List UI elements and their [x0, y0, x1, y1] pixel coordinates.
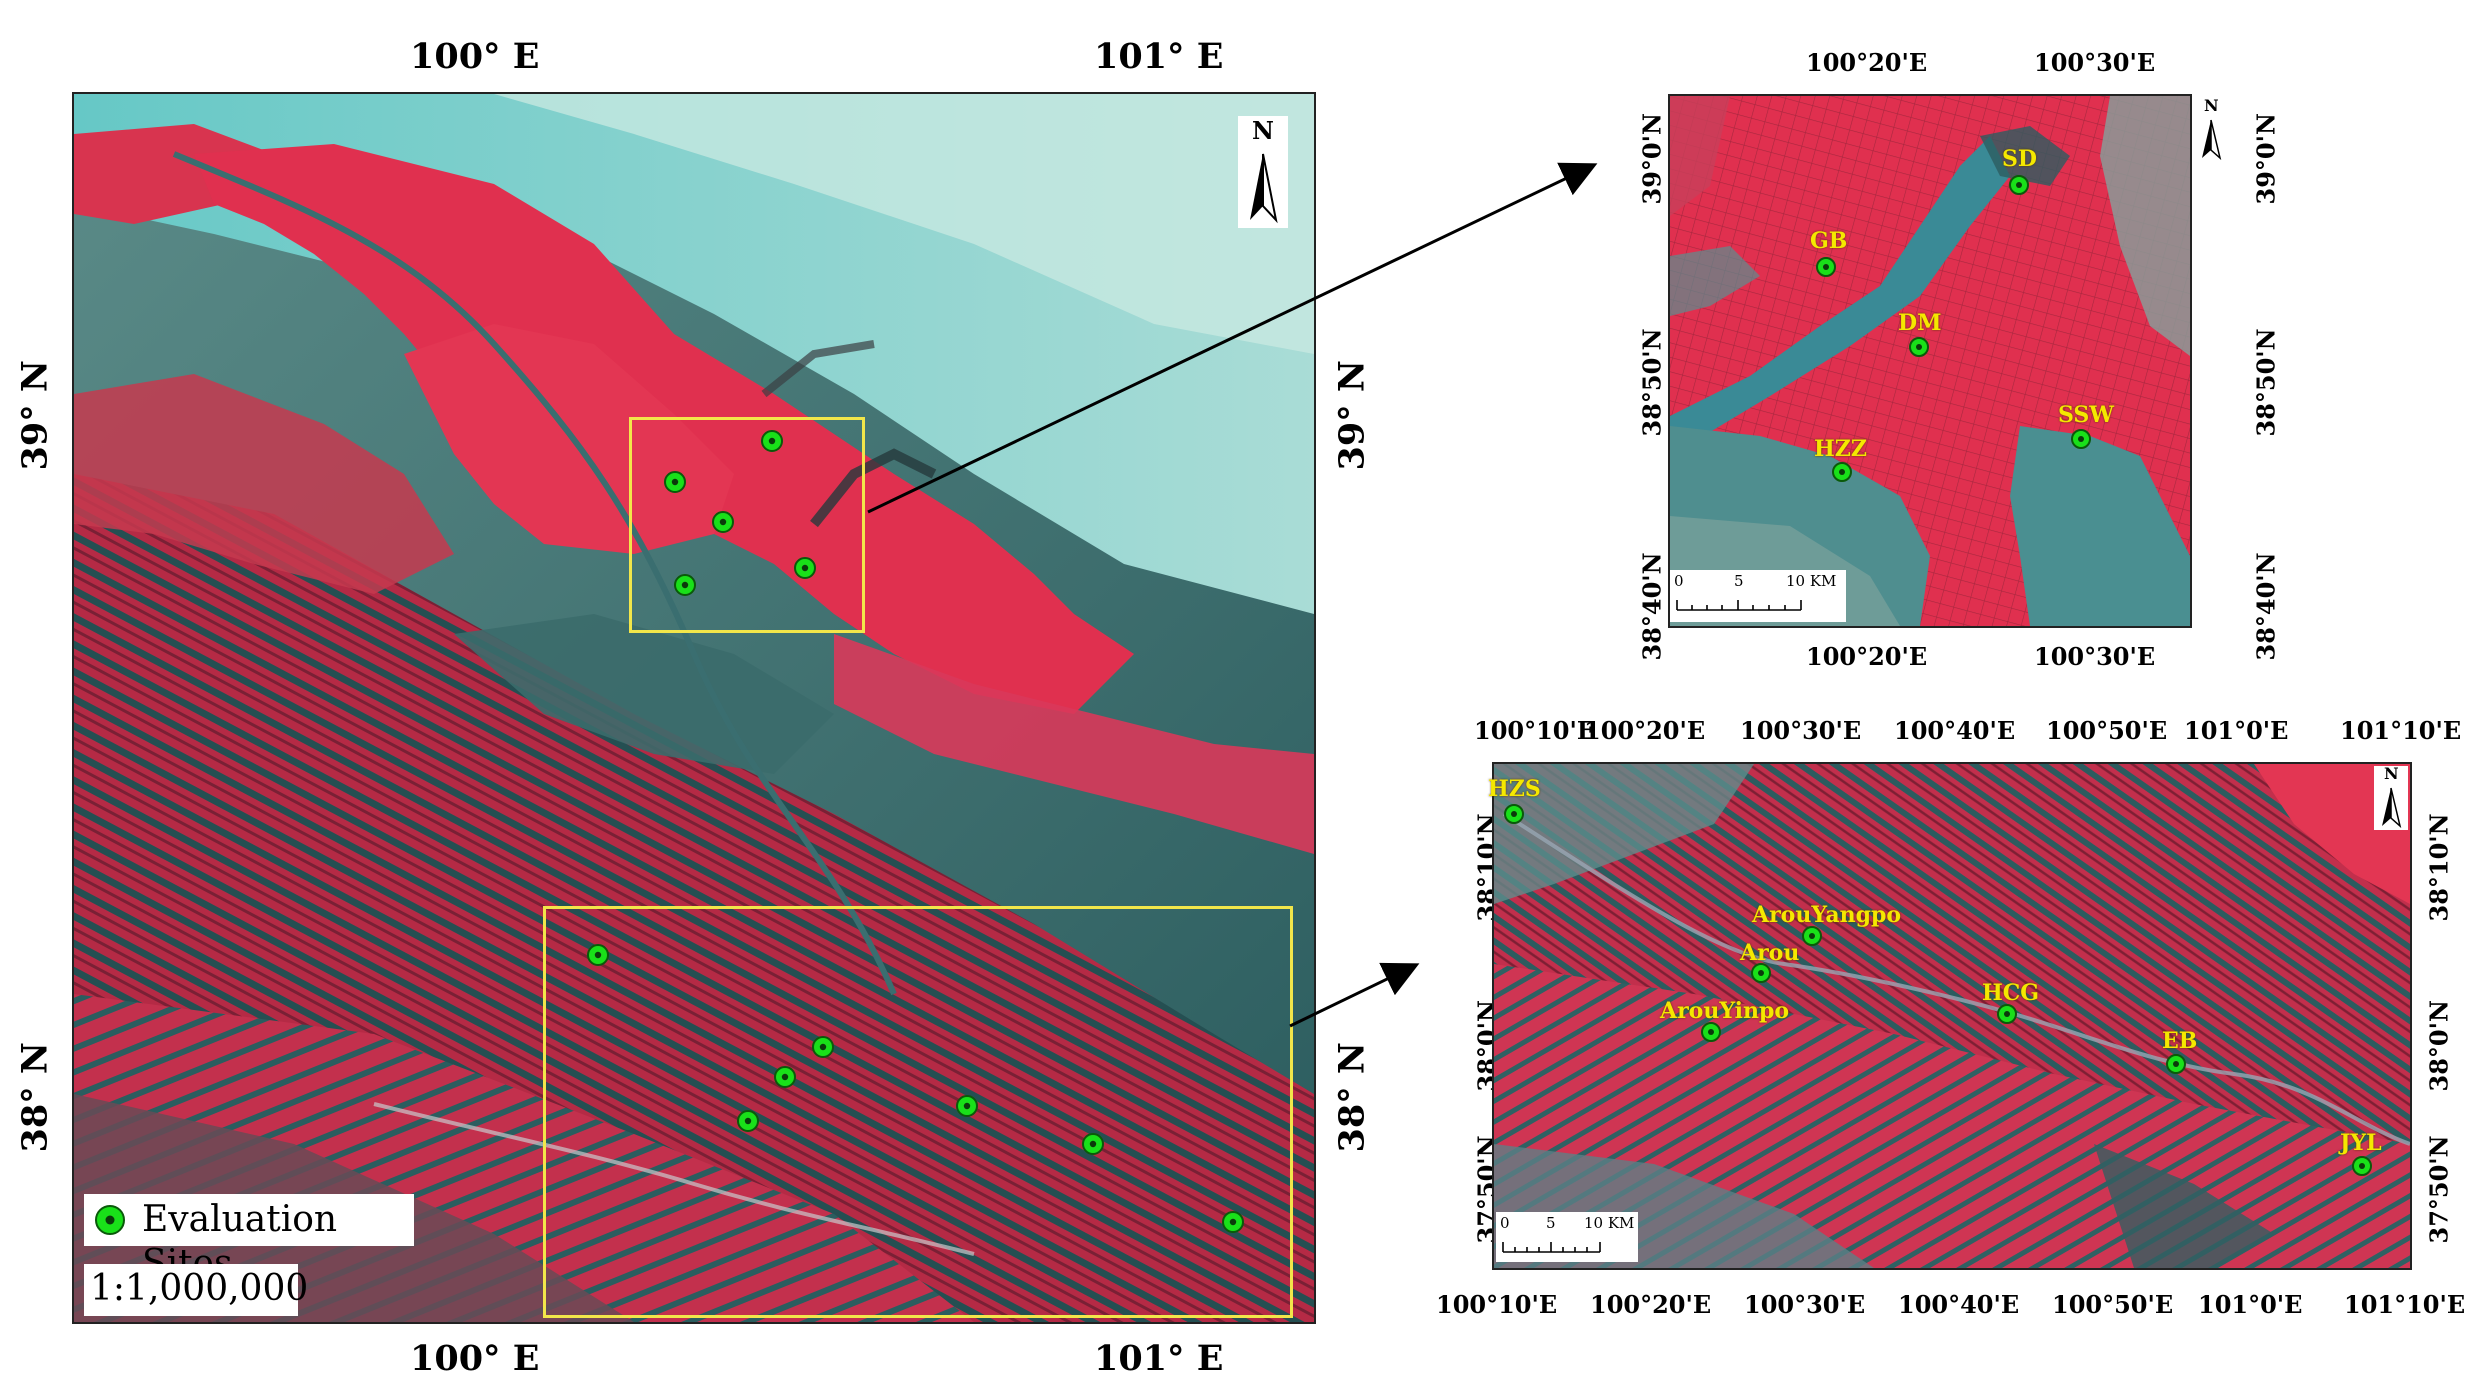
lower-north-arrow-icon: [2374, 766, 2408, 830]
lower-lon-tick-top-6: 101°0'E: [2184, 716, 2289, 745]
upper-lon-tick-top-1: 100°20'E: [1806, 48, 1928, 77]
lower-lat-tick-right-1: 38°10'N: [2424, 813, 2454, 922]
upper-scale-label-5: 5: [1734, 572, 1744, 590]
main-lat-tick-left-1: 39° N: [14, 360, 56, 471]
legend: Evaluation Sites: [84, 1194, 414, 1284]
lower-lon-tick-top-2: 100°20'E: [1584, 716, 1706, 745]
lower-lon-tick-bottom-1: 100°10'E: [1436, 1290, 1558, 1319]
lower-lon-tick-bottom-6: 101°0'E: [2198, 1290, 2303, 1319]
lower-scale-bar: 0 5 10 KM: [1496, 1212, 1638, 1262]
site-label-arouyinpo: ArouYinpo: [1660, 998, 1790, 1024]
lower-lon-tick-bottom-7: 101°10'E: [2344, 1290, 2466, 1319]
upper-terrain-svg: [1670, 96, 2190, 626]
upper-scale-label-0: 0: [1674, 572, 1684, 590]
site-label-hzz: HZZ: [1814, 436, 1867, 462]
upper-lat-tick-right-3: 38°40'N: [2251, 552, 2281, 661]
lower-lat-tick-right-3: 37°50'N: [2424, 1135, 2454, 1244]
lower-lon-tick-bottom-4: 100°40'E: [1898, 1290, 2020, 1319]
site-label-jyl: JYL: [2340, 1130, 2382, 1156]
main-lon-tick-bottom-2: 101° E: [1094, 1338, 1224, 1379]
site-label-sd: SD: [2002, 146, 2037, 172]
lower-study-area-frame: [543, 906, 1293, 1318]
upper-north-label: N: [2204, 96, 2219, 115]
lower-north-label: N: [2384, 764, 2399, 783]
lower-lat-tick-right-2: 38°0'N: [2424, 1000, 2454, 1092]
lower-lon-tick-top-4: 100°40'E: [1894, 716, 2016, 745]
lower-lon-tick-top-1: 100°10'E: [1474, 716, 1596, 745]
lower-lon-tick-bottom-5: 100°50'E: [2052, 1290, 2174, 1319]
upper-lat-tick-right-2: 38°50'N: [2251, 328, 2281, 437]
upper-scale-label-10: 10 KM: [1786, 572, 1837, 590]
main-lon-tick-bottom-1: 100° E: [410, 1338, 540, 1379]
site-label-dm: DM: [1898, 310, 1942, 336]
site-label-gb: GB: [1810, 228, 1848, 254]
upper-study-area-frame: [629, 417, 865, 633]
main-lon-tick-top-1: 100° E: [410, 36, 540, 77]
upper-scale-ticks: [1676, 600, 1802, 611]
site-label-arouyangpo: ArouYangpo: [1752, 902, 1902, 928]
lower-scale-label-0: 0: [1500, 1214, 1510, 1232]
main-satellite-image: [72, 92, 1316, 1324]
upper-lon-tick-bottom-1: 100°20'E: [1806, 642, 1928, 671]
lower-lon-tick-bottom-3: 100°30'E: [1744, 1290, 1866, 1319]
lower-lon-tick-top-3: 100°30'E: [1740, 716, 1862, 745]
upper-lat-tick-right-1: 39°0'N: [2251, 113, 2281, 205]
site-label-arou: Arou: [1740, 940, 1800, 966]
lower-scale-label-5: 5: [1546, 1214, 1556, 1232]
main-lat-tick-right-1: 39° N: [1331, 360, 1373, 471]
lower-lon-tick-top-7: 101°10'E: [2340, 716, 2462, 745]
lower-scale-label-10: 10 KM: [1584, 1214, 1635, 1232]
main-north-label: N: [1252, 116, 1274, 145]
upper-north-arrow-icon: [2194, 98, 2228, 162]
main-lat-tick-right-2: 38° N: [1331, 1042, 1373, 1153]
site-label-eb: EB: [2162, 1028, 2198, 1054]
upper-lon-tick-top-2: 100°30'E: [2034, 48, 2156, 77]
upper-lat-tick-left-3: 38°40'N: [1637, 552, 1667, 661]
lower-lon-tick-top-5: 100°50'E: [2046, 716, 2168, 745]
upper-lat-tick-left-1: 39°0'N: [1637, 113, 1667, 205]
upper-lon-tick-bottom-2: 100°30'E: [2034, 642, 2156, 671]
lower-lon-tick-bottom-2: 100°20'E: [1590, 1290, 1712, 1319]
site-label-hzs: HZS: [1488, 776, 1541, 802]
scale-ratio: 1:1,000,000: [84, 1264, 308, 1316]
upper-scale-bar: 0 5 10 KM: [1670, 570, 1846, 622]
main-lat-tick-left-2: 38° N: [14, 1042, 56, 1153]
upper-inset-image: [1668, 94, 2192, 628]
upper-lat-tick-left-2: 38°50'N: [1637, 328, 1667, 437]
evaluation-site-legend-icon: [95, 1205, 125, 1235]
lower-terrain-svg: [1494, 764, 2410, 1268]
lower-scale-ticks: [1502, 1242, 1601, 1253]
lower-inset-image: [1492, 762, 2412, 1270]
site-label-ssw: SSW: [2058, 402, 2114, 428]
main-lon-tick-top-2: 101° E: [1094, 36, 1224, 77]
site-label-hcg: HCG: [1982, 980, 2040, 1006]
